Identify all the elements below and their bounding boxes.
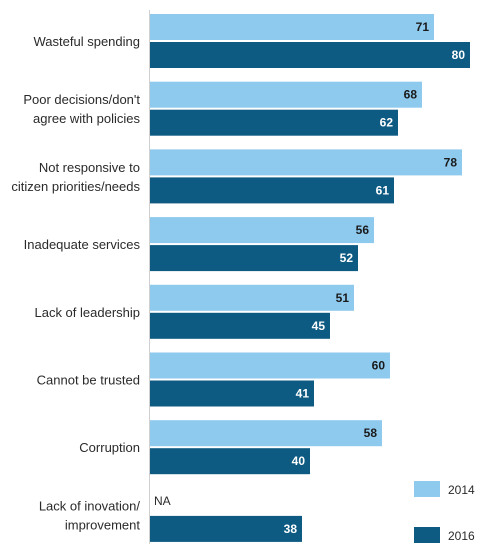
category-label-line: Inadequate services bbox=[24, 237, 141, 252]
category-label-line: Not responsive to bbox=[39, 160, 140, 175]
category-label-line: Corruption bbox=[79, 440, 140, 455]
category-label: Not responsive to citizen priorities/need… bbox=[11, 160, 140, 194]
data-label-2016: 41 bbox=[296, 387, 310, 401]
data-label-2016: 52 bbox=[340, 251, 354, 265]
bar-2014 bbox=[150, 81, 422, 108]
category-label: Lack of inovation/improvement bbox=[39, 498, 141, 532]
data-label-2014: 51 bbox=[336, 291, 350, 305]
category-label: Lack of leadership bbox=[34, 305, 140, 320]
legend: 2014 2016 bbox=[414, 481, 475, 543]
bar-2016 bbox=[150, 177, 394, 204]
data-label-2016: 62 bbox=[380, 116, 394, 130]
bars-group: Wasteful spending 71 80 Poor decisions/don'… bbox=[11, 14, 470, 542]
data-label-2014: 78 bbox=[444, 155, 458, 169]
bar-2016 bbox=[150, 448, 310, 475]
legend-swatch-2016 bbox=[414, 527, 440, 543]
category-label-line: Cannot be trusted bbox=[37, 373, 140, 388]
category-label: Corruption bbox=[79, 440, 140, 455]
category-label-line: citizen priorities/needs bbox=[11, 179, 140, 194]
legend-swatch-2014 bbox=[414, 481, 440, 497]
bar-2016 bbox=[150, 515, 302, 542]
category-label-line: Lack of leadership bbox=[34, 305, 140, 320]
category-label: Cannot be trusted bbox=[37, 373, 140, 388]
missing-value-label: NA bbox=[154, 494, 171, 508]
data-label-2016: 61 bbox=[376, 183, 390, 197]
data-label-2014: 56 bbox=[356, 223, 370, 237]
bar-2014 bbox=[150, 284, 354, 311]
data-label-2014: 58 bbox=[364, 426, 378, 440]
data-label-2016: 80 bbox=[452, 48, 466, 62]
legend-label-2016: 2016 bbox=[448, 529, 475, 543]
bar-2016 bbox=[150, 42, 470, 68]
bar-2014 bbox=[150, 352, 390, 379]
bar-2014 bbox=[150, 149, 462, 176]
category-label: Inadequate services bbox=[24, 237, 141, 252]
data-label-2016: 38 bbox=[284, 522, 298, 536]
bar-2016 bbox=[150, 245, 358, 272]
bar-2014 bbox=[150, 217, 374, 244]
bar-2014 bbox=[150, 420, 382, 447]
data-label-2014: 68 bbox=[404, 88, 418, 102]
data-label-2014: 71 bbox=[416, 20, 430, 34]
data-label-2014: 60 bbox=[372, 359, 386, 373]
legend-label-2014: 2014 bbox=[448, 483, 475, 497]
bar-2016 bbox=[150, 380, 314, 407]
category-label-line: improvement bbox=[65, 517, 141, 532]
data-label-2016: 45 bbox=[312, 319, 326, 333]
category-label-line: Wasteful spending bbox=[34, 34, 140, 49]
category-label: Poor decisions/don't agree with policies bbox=[23, 92, 140, 126]
category-label-line: Poor decisions/don't bbox=[23, 92, 140, 107]
data-label-2016: 40 bbox=[292, 454, 306, 468]
category-label-line: agree with policies bbox=[33, 111, 140, 126]
category-label-line: Lack of inovation/ bbox=[39, 498, 141, 513]
bar-2014 bbox=[150, 14, 434, 40]
bar-2016 bbox=[150, 312, 330, 339]
bar-2016 bbox=[150, 109, 398, 136]
category-label: Wasteful spending bbox=[34, 34, 140, 49]
